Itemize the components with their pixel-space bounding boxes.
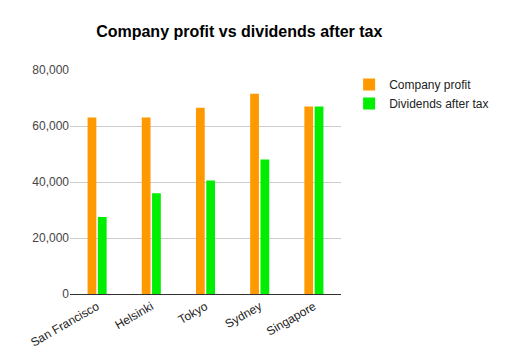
svg-text:Sydney: Sydney — [223, 299, 265, 331]
svg-text:0: 0 — [62, 287, 69, 301]
svg-text:Tokyo: Tokyo — [176, 299, 210, 327]
svg-text:Company profit vs dividends af: Company profit vs dividends after tax — [96, 23, 382, 40]
svg-text:40,000: 40,000 — [32, 175, 69, 189]
svg-text:Dividends after tax: Dividends after tax — [389, 97, 488, 111]
svg-text:80,000: 80,000 — [32, 63, 69, 77]
svg-text:Singapore: Singapore — [264, 299, 319, 339]
svg-text:60,000: 60,000 — [32, 119, 69, 133]
svg-text:Helsinki: Helsinki — [112, 299, 155, 332]
svg-text:Company profit: Company profit — [389, 78, 471, 92]
svg-text:20,000: 20,000 — [32, 231, 69, 245]
svg-text:San Francisco: San Francisco — [28, 299, 102, 350]
